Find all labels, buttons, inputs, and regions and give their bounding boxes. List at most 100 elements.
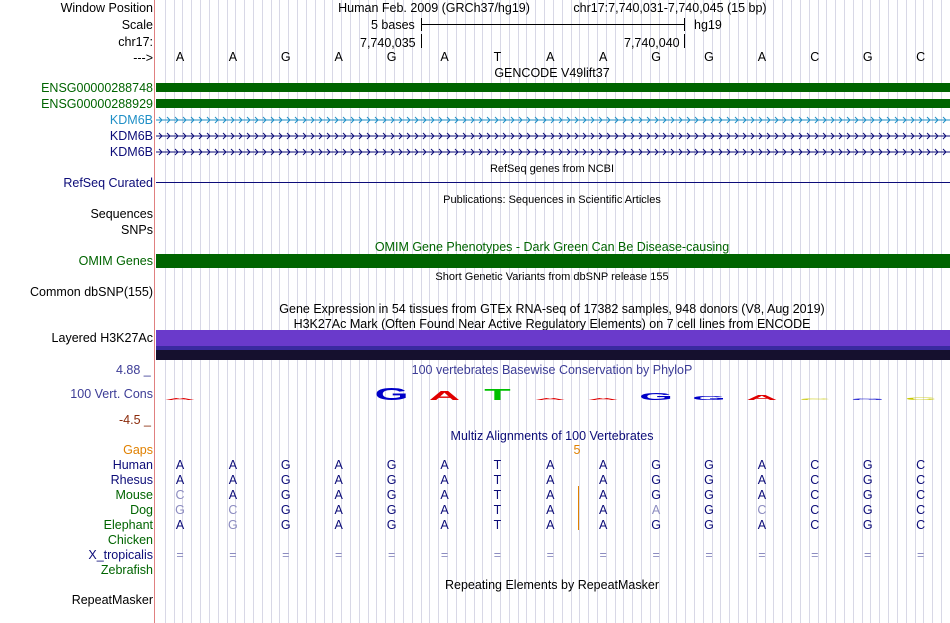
omim-gene-bar[interactable]	[156, 254, 950, 268]
conservation-base-mark: A	[164, 398, 195, 401]
publications-snps-label[interactable]: SNPs	[121, 223, 153, 237]
multiz-base: =	[176, 548, 184, 562]
gencode-intron-line[interactable]	[156, 147, 950, 157]
strand-chevron-icon	[534, 148, 539, 156]
reference-base: A	[175, 50, 185, 64]
multiz-species-label[interactable]: Elephant	[103, 518, 153, 532]
strand-chevron-icon	[318, 132, 323, 140]
grid-line	[738, 0, 739, 623]
strand-chevron-icon	[278, 116, 283, 124]
grid-line	[782, 0, 783, 623]
strand-chevron-icon	[926, 148, 931, 156]
grid-line	[835, 0, 836, 623]
assembly-title: Human Feb. 2009 (GRCh37/hg19)	[338, 1, 530, 15]
refseq-track-label[interactable]: RefSeq Curated	[63, 176, 153, 190]
multiz-species-label[interactable]: Human	[112, 458, 153, 472]
chrom-label: chr17:	[118, 35, 153, 49]
gencode-track-label[interactable]: KDM6B	[109, 129, 153, 143]
conservation-track-label[interactable]: 100 Vert. Cons	[70, 387, 153, 401]
multiz-gap-count: 5	[573, 443, 581, 457]
multiz-base: A	[599, 503, 608, 517]
strand-chevron-icon	[286, 148, 291, 156]
strand-chevron-icon	[862, 148, 867, 156]
strand-chevron-icon	[702, 132, 707, 140]
strand-chevron-icon	[374, 132, 379, 140]
multiz-species-label[interactable]: Zebrafish	[100, 563, 153, 577]
multiz-base: G	[651, 488, 661, 502]
multiz-base: =	[282, 548, 290, 562]
repeatmasker-track-label[interactable]: RepeatMasker	[71, 593, 153, 607]
strand-chevron-icon	[574, 116, 579, 124]
strand-chevron-icon	[886, 132, 891, 140]
multiz-base: G	[862, 473, 873, 487]
grid-line	[826, 0, 827, 623]
strand-chevron-icon	[678, 116, 683, 124]
grid-line	[915, 0, 916, 623]
grid-line	[544, 0, 545, 623]
gencode-track-label[interactable]: ENSG00000288748	[41, 81, 153, 95]
strand-chevron-icon	[590, 132, 595, 140]
strand-chevron-icon	[654, 148, 659, 156]
gencode-track-label[interactable]: KDM6B	[109, 145, 153, 159]
publications-track-title: Publications: Sequences in Scientific Ar…	[443, 194, 661, 206]
h3k27ac-track-label[interactable]: Layered H3K27Ac	[51, 331, 153, 345]
multiz-species-label[interactable]: X_tropicalis	[88, 548, 153, 562]
strand-arrow-label[interactable]: --->	[133, 51, 153, 65]
scale-text: 5 bases	[371, 18, 415, 32]
multiz-species-label[interactable]: Chicken	[107, 533, 153, 547]
grid-line	[271, 0, 272, 623]
grid-line	[394, 0, 395, 623]
h3k27ac-signal-top[interactable]	[156, 330, 950, 346]
publications-sequences-label[interactable]: Sequences	[90, 207, 153, 221]
multiz-base: A	[599, 488, 608, 502]
strand-chevron-icon	[246, 132, 251, 140]
strand-chevron-icon	[750, 132, 755, 140]
strand-chevron-icon	[262, 132, 267, 140]
strand-chevron-icon	[462, 116, 467, 124]
strand-chevron-icon	[846, 148, 851, 156]
grid-line	[606, 0, 607, 623]
gencode-exon-bar[interactable]	[156, 99, 950, 108]
grid-line	[906, 0, 907, 623]
strand-chevron-icon	[766, 116, 771, 124]
strand-chevron-icon	[454, 148, 459, 156]
strand-chevron-icon	[366, 148, 371, 156]
multiz-species-label[interactable]: Dog	[130, 503, 153, 517]
strand-chevron-icon	[846, 116, 851, 124]
strand-chevron-icon	[174, 148, 179, 156]
reference-base: A	[334, 50, 343, 64]
dbsnp-track-label[interactable]: Common dbSNP(155)	[30, 285, 153, 299]
gencode-exon-bar[interactable]	[156, 83, 950, 92]
h3k27ac-track-title: H3K27Ac Mark (Often Found Near Active Re…	[293, 317, 811, 331]
strand-chevron-icon	[654, 132, 659, 140]
multiz-base: =	[758, 548, 766, 562]
strand-chevron-icon	[430, 116, 435, 124]
gencode-track-label[interactable]: ENSG00000288929	[41, 97, 153, 111]
strand-chevron-icon	[630, 116, 635, 124]
refseq-gene-line[interactable]	[156, 182, 950, 183]
multiz-base: G	[651, 458, 661, 472]
strand-chevron-icon	[806, 148, 811, 156]
strand-chevron-icon	[766, 132, 771, 140]
multiz-species-label[interactable]: Mouse	[115, 488, 153, 502]
grid-line	[350, 0, 351, 623]
omim-track-label[interactable]: OMIM Genes	[78, 254, 153, 268]
multiz-base: C	[810, 488, 820, 502]
strand-chevron-icon	[670, 148, 675, 156]
multiz-base: A	[757, 473, 767, 487]
strand-chevron-icon	[566, 148, 571, 156]
strand-chevron-icon	[582, 148, 587, 156]
ruler-tick-label-2: 7,740,040	[624, 36, 680, 50]
gencode-intron-line[interactable]	[156, 131, 950, 141]
gencode-intron-line[interactable]	[156, 115, 950, 125]
strand-chevron-icon	[526, 132, 531, 140]
grid-line	[756, 0, 757, 623]
grid-line	[853, 0, 854, 623]
gencode-track-label[interactable]: KDM6B	[109, 113, 153, 127]
multiz-species-label[interactable]: Rhesus	[110, 473, 153, 487]
strand-chevron-icon	[926, 132, 931, 140]
conservation-base-mark: A	[588, 398, 619, 401]
strand-chevron-icon	[670, 132, 675, 140]
